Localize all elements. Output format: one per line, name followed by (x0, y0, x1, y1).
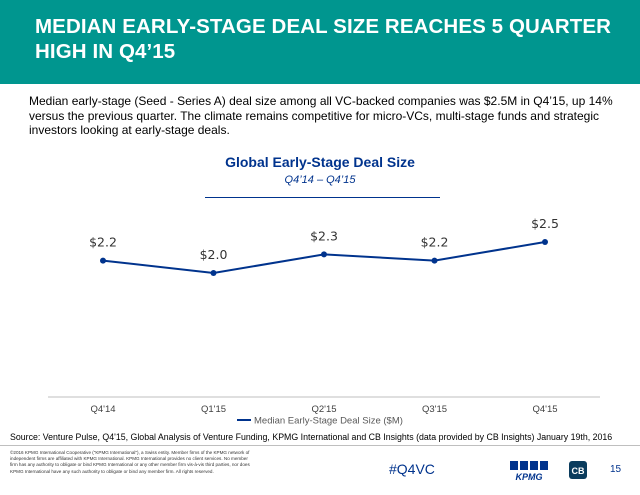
data-point (100, 257, 106, 264)
data-label: $2.3 (310, 228, 338, 243)
kpmg-logo: KPMG (510, 461, 548, 481)
chart-title-rule (205, 197, 440, 198)
x-tick-label: Q2'15 (311, 404, 336, 415)
x-tick-label: Q4'14 (90, 404, 115, 415)
data-label: $2.5 (531, 216, 559, 231)
line-chart: $2.2 $2.0 $2.3 $2.2 $2.5 Q4'14 Q1'15 Q2'15 Q3'15… (48, 216, 600, 427)
cb-logo-text: CB (572, 466, 585, 476)
source-note: Source: Venture Pulse, Q4'15, Global Ana… (10, 432, 613, 442)
x-tick-label: Q1'15 (201, 404, 226, 415)
x-tick-label: Q4'15 (532, 404, 557, 415)
data-label: $2.2 (421, 235, 449, 250)
data-point (542, 239, 548, 245)
intro-text: Median early-stage (Seed - Series A) dea… (29, 94, 613, 137)
data-point (210, 270, 217, 276)
cb-insights-logo: CB (569, 461, 587, 479)
copyright-text: ©2016 KPMG International Cooperative (“K… (10, 450, 250, 474)
slide-title: MEDIAN EARLY-STAGE DEAL SIZE REACHES 5 Q… (35, 15, 612, 63)
series-line (102, 241, 546, 275)
header-band (0, 0, 640, 84)
data-point (431, 257, 438, 264)
hashtag[interactable]: #Q4VC (389, 461, 435, 477)
data-label: $2.0 (200, 247, 228, 262)
legend-label: Median Early-Stage Deal Size ($M) (254, 416, 403, 427)
data-label: $2.2 (89, 235, 117, 250)
kpmg-logo-text: KPMG (516, 472, 543, 481)
data-point (321, 251, 327, 258)
chart-title: Global Early-Stage Deal Size (225, 154, 415, 170)
page-number: 15 (610, 464, 622, 475)
footer-rule (0, 445, 640, 446)
x-tick-label: Q3'15 (422, 404, 447, 415)
chart-subtitle: Q4’14 – Q4’15 (284, 174, 356, 186)
